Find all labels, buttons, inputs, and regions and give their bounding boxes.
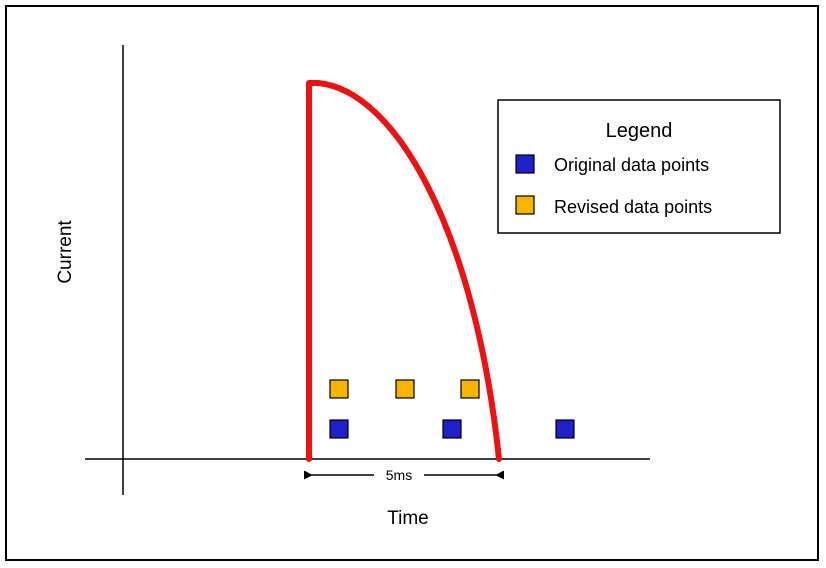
legend-box xyxy=(497,99,781,234)
y-axis-label: Current xyxy=(55,220,76,284)
legend-swatch-original xyxy=(515,154,535,174)
original-data-point xyxy=(329,419,349,439)
pulse-curve xyxy=(306,80,502,462)
legend-item-original: Original data points xyxy=(554,155,709,175)
interval-label: 5ms xyxy=(386,467,412,483)
original-data-point xyxy=(442,419,462,439)
legend-swatch-revised xyxy=(515,195,535,215)
x-axis-label: Time xyxy=(387,508,429,529)
revised-data-point xyxy=(460,379,480,399)
revised-data-point xyxy=(395,379,415,399)
legend-title: Legend xyxy=(606,120,673,142)
revised-data-point xyxy=(329,379,349,399)
legend-item-revised: Revised data points xyxy=(554,197,712,217)
diagram-frame xyxy=(5,5,819,561)
original-data-point xyxy=(555,419,575,439)
legend: Legend Original data points Revised data… xyxy=(497,99,781,234)
